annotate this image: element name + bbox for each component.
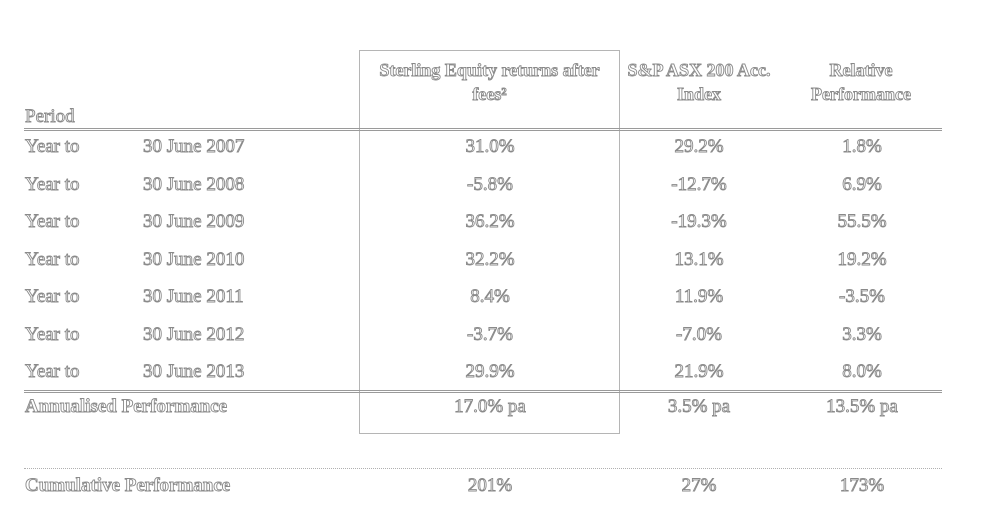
sterling-column-box [359, 50, 620, 434]
row-relative-value: 6.9% [842, 174, 882, 196]
row-relative-value: -3.5% [839, 286, 886, 308]
annualised-asx: 3.5% pa [667, 396, 731, 418]
row-date: 30 June 2008 [143, 174, 245, 196]
row-sterling-value: 36.2% [465, 211, 515, 233]
row-sterling-value: -3.7% [467, 324, 514, 346]
row-date: 30 June 2012 [143, 324, 245, 346]
cumulative-label: Cumulative Performance [25, 475, 231, 497]
row-sterling-value: 32.2% [465, 249, 515, 271]
row-date: 30 June 2010 [143, 249, 245, 271]
cumulative-sterling: 201% [467, 475, 513, 497]
relative-header: Relative Performance [811, 60, 912, 105]
row-sterling-value: 31.0% [465, 136, 515, 158]
row-label: Year to [25, 361, 80, 383]
row-date: 30 June 2009 [143, 211, 245, 233]
row-label: Year to [25, 324, 80, 346]
annualised-sterling: 17.0% pa [454, 396, 527, 418]
row-asx-value: 29.2% [674, 136, 724, 158]
row-sterling-value: 29.9% [465, 361, 515, 383]
row-asx-value: -12.7% [671, 174, 727, 196]
row-date: 30 June 2013 [143, 361, 245, 383]
cumulative-relative: 173% [839, 475, 885, 497]
annualised-divider [24, 390, 942, 393]
row-relative-value: 1.8% [842, 136, 882, 158]
row-sterling-value: -5.8% [467, 174, 514, 196]
header-divider [24, 128, 942, 131]
row-relative-value: 55.5% [837, 211, 887, 233]
asx-header: S&P ASX 200 Acc. Index [627, 60, 771, 105]
row-label: Year to [25, 286, 80, 308]
row-label: Year to [25, 136, 80, 158]
row-asx-value: 13.1% [674, 249, 724, 271]
sterling-header: Sterling Equity returns after fees² [379, 60, 600, 105]
row-asx-value: -19.3% [671, 211, 727, 233]
cumulative-asx: 27% [681, 475, 717, 497]
row-date: 30 June 2007 [143, 136, 245, 158]
row-relative-value: 8.0% [842, 361, 882, 383]
annualised-label: Annualised Performance [25, 396, 228, 418]
row-sterling-value: 8.4% [470, 286, 510, 308]
row-relative-value: 19.2% [837, 249, 887, 271]
annualised-relative: 13.5% pa [826, 396, 899, 418]
cumulative-divider [24, 468, 942, 469]
row-asx-value: -7.0% [676, 324, 723, 346]
period-header: Period [25, 106, 76, 128]
row-date: 30 June 2011 [143, 286, 245, 308]
row-label: Year to [25, 211, 80, 233]
row-asx-value: 11.9% [674, 286, 724, 308]
row-asx-value: 21.9% [674, 361, 724, 383]
row-label: Year to [25, 174, 80, 196]
row-label: Year to [25, 249, 80, 271]
row-relative-value: 3.3% [842, 324, 882, 346]
